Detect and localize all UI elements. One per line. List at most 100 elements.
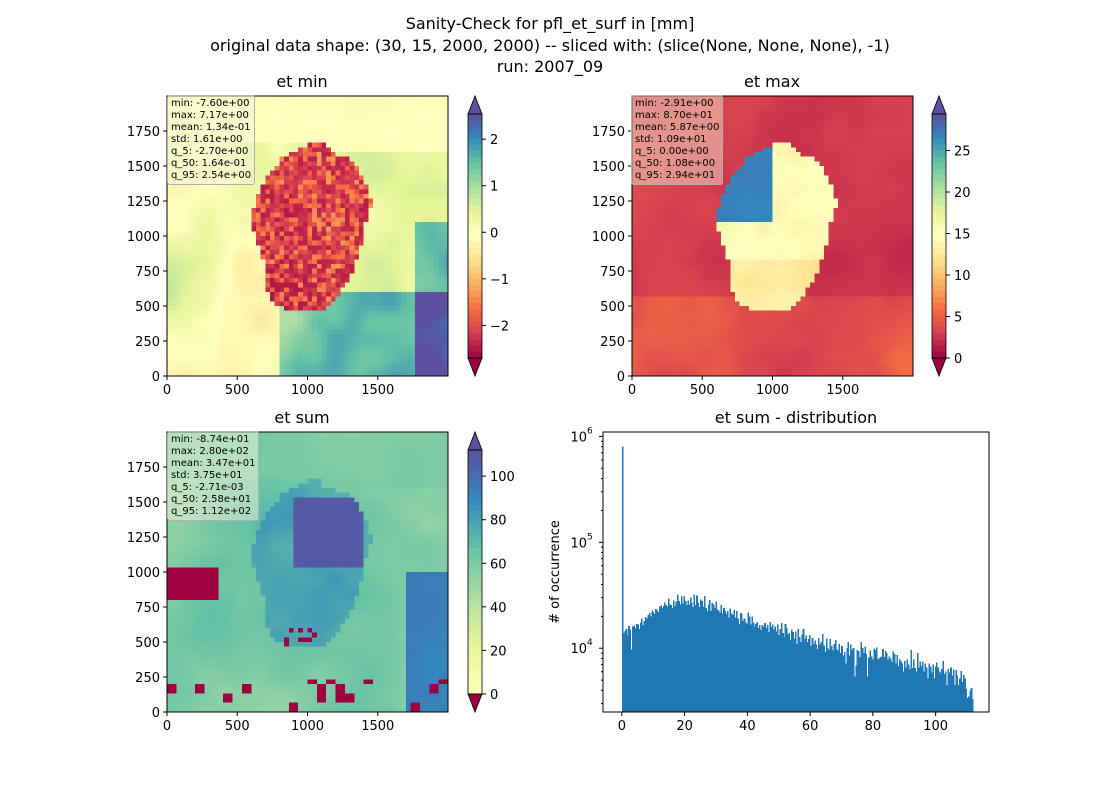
heatmap-cell — [377, 310, 383, 316]
heatmap-cell — [410, 268, 416, 274]
heatmap-cell — [223, 329, 229, 335]
heatmap-cell — [223, 231, 229, 237]
heatmap-cell — [819, 161, 825, 167]
heatmap-cell — [284, 306, 290, 312]
heatmap-cell — [377, 222, 383, 228]
heatmap-cell — [349, 282, 355, 288]
heatmap-cell — [805, 161, 811, 167]
heatmap-cell — [410, 315, 416, 321]
heatmap-cell — [288, 161, 294, 167]
heatmap-cell — [255, 110, 262, 116]
heatmap-cell — [415, 208, 421, 214]
heatmap-cell — [335, 133, 341, 139]
heatmap-cell — [260, 366, 266, 372]
heatmap-cell — [646, 156, 652, 162]
heatmap-cell — [880, 170, 886, 176]
colorbar-tick-label: 1 — [490, 180, 498, 195]
heatmap-cell — [190, 184, 196, 190]
heatmap-cell — [368, 320, 374, 326]
heatmap-cell — [316, 226, 322, 232]
heatmap-cell — [697, 180, 703, 186]
panel-title-et-max: et max — [743, 72, 801, 91]
heatmap-cell — [279, 371, 285, 377]
heatmap-cell — [232, 315, 238, 321]
heatmap-cell — [359, 348, 365, 354]
heatmap-cell — [410, 217, 416, 223]
heatmap-cell — [382, 315, 388, 321]
heatmap-cell — [894, 189, 900, 195]
heatmap-cell — [246, 334, 252, 340]
heatmap-cell — [391, 310, 397, 316]
heatmap-cell — [335, 152, 341, 158]
heatmap-cell — [359, 203, 365, 209]
heatmap-cell — [373, 315, 379, 321]
heatmap-cell — [908, 114, 914, 120]
heatmap-cell — [260, 371, 266, 377]
heatmap-cell — [419, 268, 425, 274]
heatmap-cell — [176, 208, 182, 214]
heatmap-cell — [424, 96, 430, 102]
heatmap-cell — [330, 348, 336, 354]
heatmap-cell — [349, 166, 355, 172]
heatmap-cell — [396, 180, 402, 186]
heatmap-cell — [828, 142, 834, 148]
heatmap-cell — [199, 362, 205, 368]
heatmap-cell — [739, 110, 745, 116]
heatmap-cell — [382, 306, 388, 312]
heatmap-cell — [354, 240, 360, 246]
heatmap-cell — [241, 348, 248, 354]
heatmap-cell — [424, 156, 430, 162]
heatmap-cell — [270, 133, 276, 139]
heatmap-cell — [227, 296, 233, 302]
heatmap-cell — [209, 334, 215, 340]
heatmap-cell — [344, 292, 351, 298]
heatmap-cell — [702, 105, 708, 111]
heatmap-cell — [265, 226, 271, 232]
heatmap-cell — [650, 124, 656, 130]
heatmap-cell — [302, 156, 308, 162]
heatmap-cell — [753, 124, 759, 130]
heatmap-cell — [359, 324, 365, 330]
heatmap-cell — [340, 362, 346, 368]
heatmap-cell — [326, 226, 332, 232]
heatmap-cell — [171, 236, 177, 242]
heatmap-cell — [167, 338, 173, 344]
heatmap-cell — [298, 170, 304, 176]
heatmap-cell — [288, 352, 294, 358]
heatmap-cell — [260, 278, 266, 284]
heatmap-cell — [260, 268, 266, 274]
heatmap-cell — [359, 301, 365, 307]
heatmap-cell — [190, 226, 196, 232]
heatmap-cell — [410, 357, 416, 363]
heatmap-cell — [415, 119, 421, 125]
heatmap-cell — [692, 189, 698, 195]
heatmap-cell — [739, 142, 745, 148]
heatmap-cell — [213, 315, 219, 321]
heatmap-cell — [838, 133, 844, 139]
heatmap-cell — [335, 352, 341, 358]
heatmap-cell — [870, 138, 876, 144]
heatmap-cell — [349, 175, 355, 181]
heatmap-cell — [279, 133, 285, 139]
heatmap-cell — [288, 250, 294, 256]
heatmap-cell — [791, 114, 797, 120]
heatmap-cell — [171, 273, 177, 279]
heatmap-cell — [354, 226, 360, 232]
heatmap-cell — [433, 292, 440, 298]
heatmap-cell — [373, 180, 379, 186]
heatmap-cell — [800, 96, 806, 102]
heatmap-cell — [433, 96, 440, 102]
heatmap-cell — [260, 362, 266, 368]
heatmap-cell — [354, 254, 360, 260]
heatmap-cell — [632, 114, 638, 120]
heatmap-cell — [377, 194, 383, 200]
heatmap-cell — [232, 278, 238, 284]
heatmap-cell — [335, 301, 341, 307]
heatmap-cell — [288, 170, 294, 176]
heatmap-cell — [204, 352, 210, 358]
heatmap-cell — [185, 338, 191, 344]
heatmap-cell — [344, 100, 351, 106]
heatmap-cell — [438, 128, 444, 134]
heatmap-cell — [683, 147, 689, 153]
heatmap-cell — [354, 161, 360, 167]
